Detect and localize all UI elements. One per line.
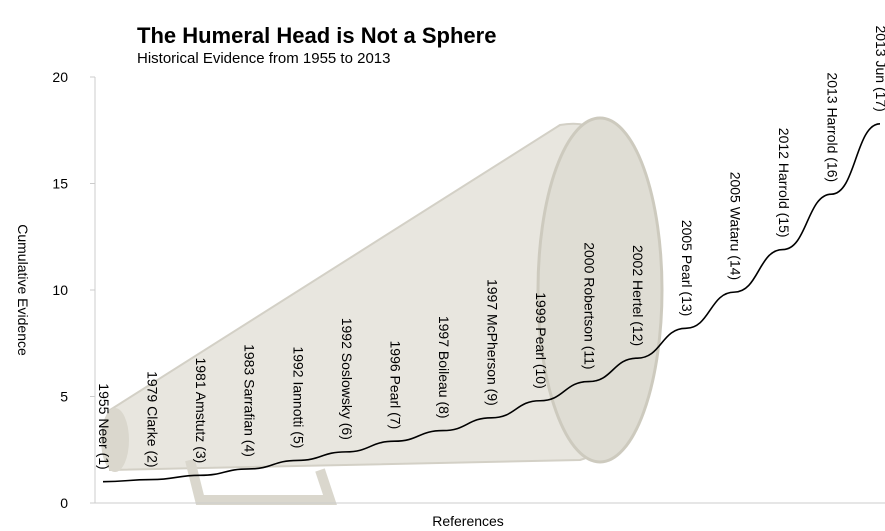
reference-label: 1997 McPherson (9) — [485, 279, 501, 406]
y-tick-label: 10 — [52, 282, 68, 298]
reference-label: 1997 Boileau (8) — [436, 316, 452, 419]
reference-label: 1992 Soslowsky (6) — [339, 318, 355, 440]
chart: The Humeral Head is Not a Sphere Histori… — [0, 0, 885, 531]
reference-label: 1999 Pearl (10) — [533, 292, 549, 389]
y-tick-label: 0 — [60, 495, 68, 511]
y-axis-label: Cumulative Evidence — [15, 224, 31, 356]
y-tick-label: 20 — [52, 69, 68, 85]
reference-label: 2012 Harrold (15) — [776, 128, 792, 238]
reference-label: 2013 Harrold (16) — [824, 72, 840, 182]
reference-label: 2002 Hertel (12) — [630, 245, 646, 346]
reference-label: 1992 Iannotti (5) — [290, 346, 306, 448]
reference-label: 1983 Sarrafian (4) — [242, 344, 258, 457]
reference-label: 2000 Robertson (11) — [582, 242, 598, 369]
reference-label: 2005 Pearl (13) — [679, 220, 695, 317]
x-axis-label: References — [432, 513, 504, 529]
y-tick-label: 5 — [60, 389, 68, 405]
reference-label: 1979 Clarke (2) — [145, 371, 161, 468]
chart-title: The Humeral Head is Not a Sphere — [137, 23, 496, 48]
reference-label: 1996 Pearl (7) — [387, 341, 403, 430]
y-tick-label: 15 — [52, 176, 68, 192]
chart-subtitle: Historical Evidence from 1955 to 2013 — [137, 50, 390, 67]
reference-label: 1955 Neer (1) — [96, 383, 112, 469]
reference-label: 2013 Jun (17) — [873, 25, 885, 111]
reference-label: 2005 Wataru (14) — [727, 172, 743, 280]
reference-label: 1981 Amstutz (3) — [193, 357, 209, 463]
